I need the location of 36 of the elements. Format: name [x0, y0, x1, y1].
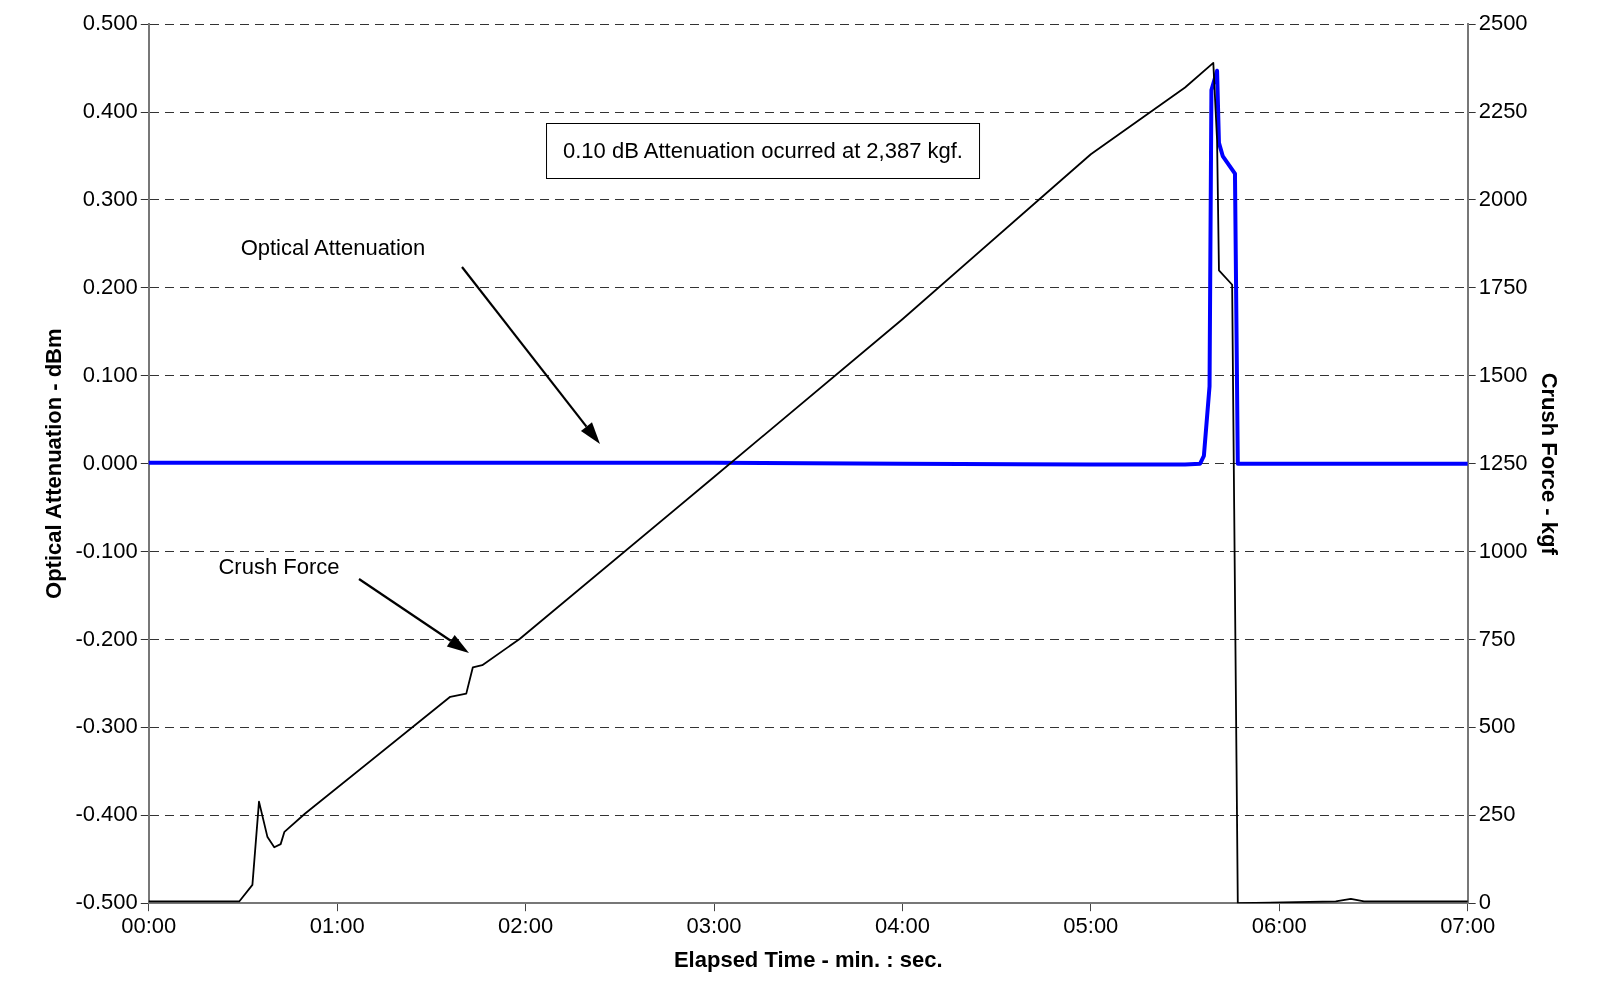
y2-tick-label: 2500: [1478, 10, 1528, 36]
annotation: 0.10 dB Attenuation ocurred at 2,387 kgf.: [546, 123, 980, 179]
y2-tick-label: 0: [1478, 889, 1491, 915]
y-tick-label: -0.100: [75, 537, 138, 563]
y-tick-label: -0.200: [75, 625, 138, 651]
y-tick-label: 0.400: [82, 98, 138, 124]
y2-tick-label: 250: [1478, 801, 1516, 827]
y-tick-label: 0.200: [82, 273, 138, 299]
x-tick-label: 05:00: [1063, 913, 1119, 939]
x-tick-label: 06:00: [1251, 913, 1307, 939]
y2-tick-label: 1250: [1478, 449, 1528, 475]
y2-tick-label: 1000: [1478, 537, 1528, 563]
x-tick-label: 04:00: [874, 913, 930, 939]
x-tick-label: 02:00: [498, 913, 554, 939]
y2-tick-label: 2250: [1478, 98, 1528, 124]
y-tick-label: 0.100: [82, 361, 138, 387]
y2-tick-label: 1500: [1478, 361, 1528, 387]
y-tick-label: -0.300: [75, 713, 138, 739]
x-tick-label: 07:00: [1440, 913, 1496, 939]
y2-tick-label: 1750: [1478, 273, 1528, 299]
annotation: Crush Force: [218, 554, 340, 580]
x-tick-label: 01:00: [309, 913, 365, 939]
y2-tick-label: 500: [1478, 713, 1516, 739]
x-tick-label: 03:00: [686, 913, 742, 939]
y-tick-label: 0.500: [82, 10, 138, 36]
y2-tick-label: 750: [1478, 625, 1516, 651]
y-axis-title: Optical Attenuation - dBm: [41, 328, 67, 599]
y-tick-label: -0.400: [75, 801, 138, 827]
y2-tick-label: 2000: [1478, 186, 1528, 212]
y2-axis-title: Crush Force - kgf: [1536, 372, 1562, 556]
y-tick-label: 0.300: [82, 186, 138, 212]
y-tick-label: 0.000: [82, 449, 138, 475]
y-tick-label: -0.500: [75, 889, 138, 915]
annotation: Optical Attenuation: [240, 235, 426, 261]
x-tick-label: 00:00: [121, 913, 177, 939]
x-axis-title: Elapsed Time - min. : sec.: [673, 946, 943, 972]
